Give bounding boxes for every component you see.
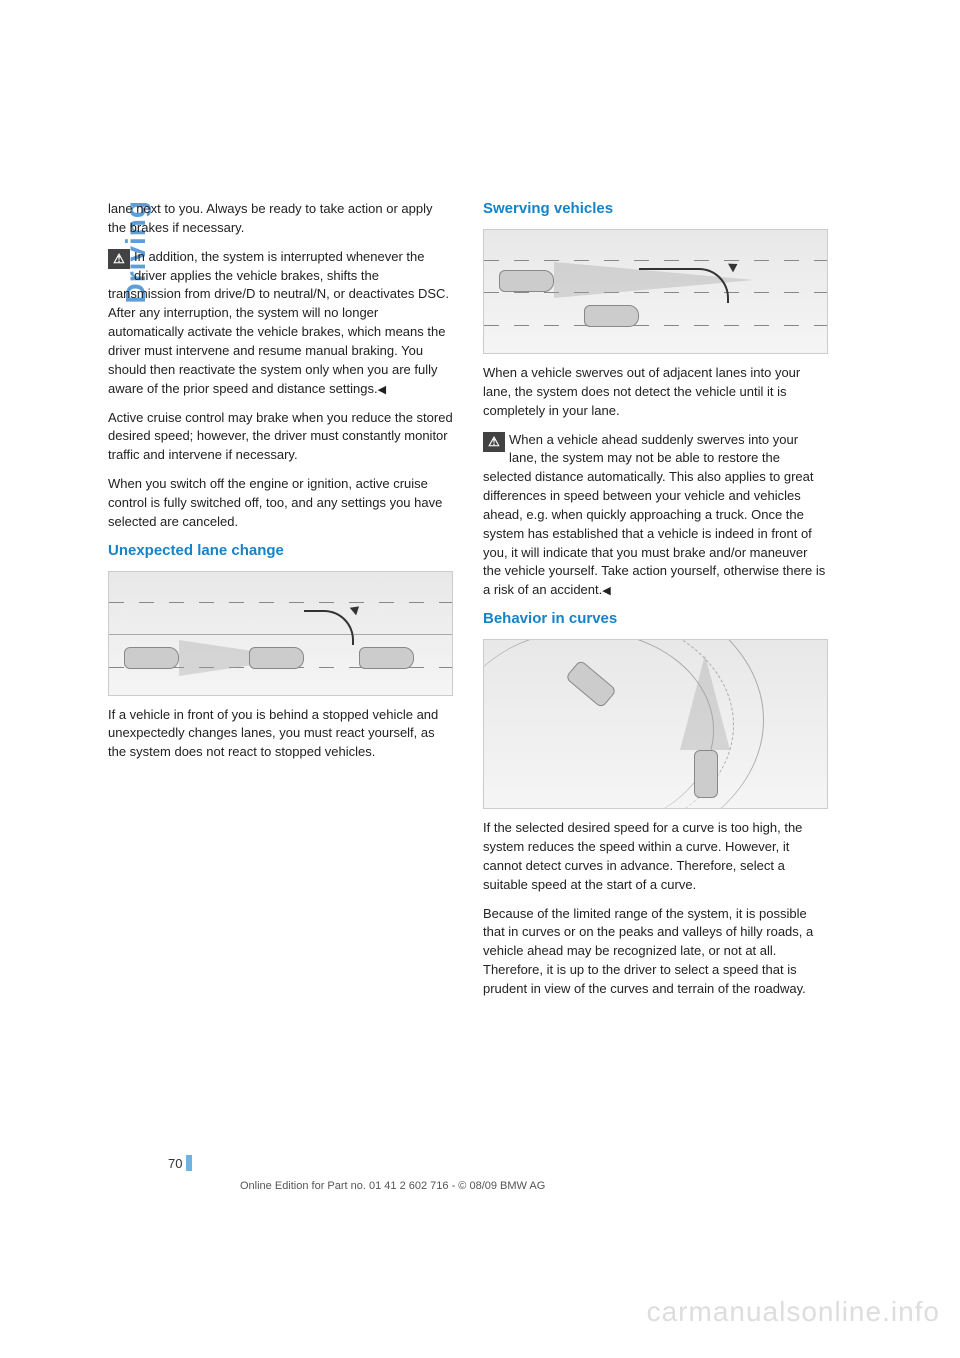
paragraph-text: In addition, the system is interrupted w… [108,249,449,396]
diagram-lane-change [108,571,453,696]
paragraph: When you switch off the engine or igniti… [108,475,453,532]
paragraph: If a vehicle in front of you is behind a… [108,706,453,763]
diagram-curves [483,639,828,809]
right-column: Swerving vehicles When a vehicle swerves… [483,200,828,1009]
end-marker-icon: ◀ [378,383,386,399]
warning-icon: ⚠ [108,249,130,269]
paragraph: If the selected desired speed for a curv… [483,819,828,894]
warning-icon: ⚠ [483,432,505,452]
heading-swerving: Swerving vehicles [483,200,828,217]
footer-text: Online Edition for Part no. 01 41 2 602 … [240,1180,545,1192]
paragraph: Because of the limited range of the syst… [483,905,828,999]
warning-paragraph: ⚠ In addition, the system is interrupted… [108,248,453,399]
diagram-swerving [483,229,828,354]
page-number: 70 [168,1156,182,1171]
warning-paragraph: ⚠ When a vehicle ahead suddenly swerves … [483,431,828,601]
watermark: carmanualsonline.info [647,1296,940,1328]
paragraph: lane next to you. Always be ready to tak… [108,200,453,238]
paragraph: Active cruise control may brake when you… [108,409,453,466]
heading-lane-change: Unexpected lane change [108,542,453,559]
paragraph: When a vehicle swerves out of adjacent l… [483,364,828,421]
paragraph-text: When a vehicle ahead suddenly swerves in… [483,432,825,598]
page-number-container: 70 [168,1155,192,1171]
left-column: lane next to you. Always be ready to tak… [108,200,453,1009]
end-marker-icon: ◀ [602,584,610,600]
page-content: lane next to you. Always be ready to tak… [108,200,828,1009]
heading-curves: Behavior in curves [483,610,828,627]
page-marker [186,1155,192,1171]
